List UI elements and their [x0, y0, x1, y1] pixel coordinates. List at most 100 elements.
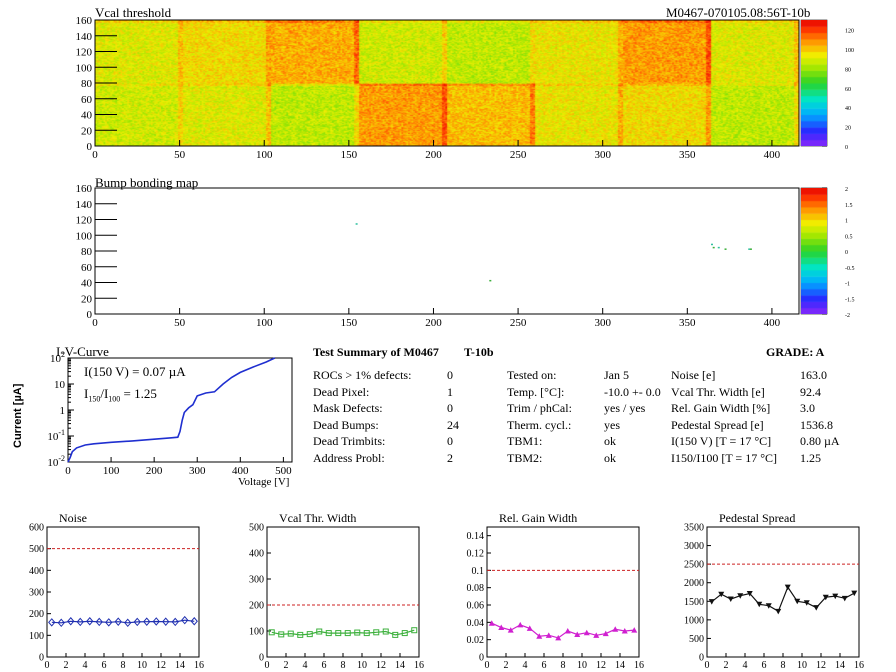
- summary-mid-value: ok: [604, 434, 616, 449]
- noise-point: [162, 617, 170, 626]
- vcal-width-xtick-label: 0: [265, 660, 270, 671]
- vcal-width-ytick-label: 400: [249, 549, 264, 560]
- gain-width-ytick-label: 0.1: [472, 566, 485, 577]
- gain-width-point: [536, 633, 543, 639]
- iv-series-line: [67, 357, 276, 463]
- summary-right-value: 163.0: [800, 368, 827, 382]
- noise-xtick-label: 8: [121, 660, 126, 671]
- summary-mid-value: yes / yes: [604, 401, 646, 416]
- gain-width-point: [545, 632, 552, 638]
- vcal-width-point: [297, 631, 304, 638]
- vcal-width-point: [306, 631, 313, 638]
- gain-width-ytick-label: 0.12: [467, 549, 485, 560]
- bump-scale-label: -1: [845, 282, 850, 288]
- iv-ytick-label: 10-1: [47, 428, 65, 443]
- summary-right-value: 1536.8: [800, 417, 833, 432]
- bump-map-color-scale: [801, 188, 827, 314]
- summary-left-value: 0: [447, 368, 453, 382]
- grade-label: GRADE: A: [766, 345, 825, 359]
- noise-ytick-label: 400: [29, 566, 44, 577]
- noise-xtick-label: 4: [83, 660, 88, 671]
- bump-dead-pixel: [711, 243, 713, 246]
- gain-width-xtick-label: 16: [634, 660, 644, 671]
- noise-chart: Noise 0 2 4 6 8 10 12 14 16 0 100 200 300 400 500 600: [29, 511, 204, 671]
- bump-scale-label: 1.5: [845, 203, 853, 209]
- summary-right-label: I150/I100 [T = 17 °C]: [671, 451, 778, 465]
- gain-width-point: [564, 628, 571, 634]
- bump-scale-label: 0: [845, 250, 848, 256]
- summary-left-value: 0: [447, 401, 453, 416]
- noise-frame: [46, 526, 200, 658]
- bump-xtick-label: 150: [341, 317, 358, 329]
- pedestal-ytick-label: 3500: [684, 523, 704, 534]
- noise-series-line: [51, 619, 195, 624]
- bump-ytick-label: 160: [76, 183, 93, 195]
- summary-right-value: 3.0: [800, 401, 815, 416]
- vcal-width-point: [382, 628, 389, 635]
- noise-point: [190, 616, 198, 626]
- gain-width-xtick-label: 2: [504, 660, 509, 671]
- vcal-width-ytick-label: 100: [249, 627, 264, 638]
- vcal-width-point: [287, 630, 294, 637]
- summary-right-label: Rel. Gain Width [%]: [671, 401, 771, 416]
- bump-scale-label: 2: [845, 187, 848, 193]
- bump-dead-pixel: [355, 223, 358, 225]
- gain-width-point: [517, 621, 524, 628]
- noise-point: [95, 617, 103, 627]
- noise-point: [114, 617, 122, 626]
- vcal-width-point: [325, 630, 332, 637]
- pedestal-xtick-label: 14: [835, 660, 845, 671]
- iv-ytick-label: 1: [60, 405, 66, 417]
- gain-width-point: [498, 624, 505, 631]
- pedestal-point: [775, 608, 782, 615]
- gain-width-chart: Rel. Gain Width 0 2 4 6 8 10 12 14 16 0 0.02 0.04 0.0…: [467, 511, 645, 671]
- summary-right-value: 0.80 µA: [800, 434, 840, 449]
- pedestal-xtick-label: 0: [705, 660, 710, 671]
- iv-xtick-label: 0: [65, 465, 71, 477]
- pedestal-point: [851, 590, 858, 597]
- noise-point: [67, 616, 75, 626]
- pedestal-point: [803, 600, 810, 606]
- gain-width-point: [621, 628, 628, 634]
- bump-xtick-label: 100: [256, 317, 273, 329]
- pedestal-point: [737, 593, 744, 599]
- gain-width-xtick-label: 4: [523, 660, 528, 671]
- noise-ytick-label: 500: [29, 544, 44, 555]
- summary-mid-value: Jan 5: [604, 368, 629, 382]
- summary-right-value: 92.4: [800, 384, 821, 399]
- bump-scale-label: 0.5: [845, 234, 853, 240]
- pedestal-xtick-label: 12: [816, 660, 826, 671]
- summary-right-label: Pedestal Spread [e]: [671, 417, 764, 432]
- vcal-width-ytick-label: 500: [249, 523, 264, 534]
- iv-ratio-value: = 1.25: [120, 386, 157, 401]
- summary-mid-value: ok: [604, 451, 616, 465]
- pedestal-ytick-label: 2000: [684, 578, 704, 589]
- summary-left-value: 24: [447, 417, 459, 432]
- summary-mid-label: Therm. cycl.:: [507, 417, 572, 432]
- summary-left-label: Mask Defects:: [313, 401, 383, 416]
- summary-left-label: Dead Bumps:: [313, 417, 379, 432]
- noise-ytick-label: 300: [29, 588, 44, 599]
- gain-width-frame: [486, 526, 640, 658]
- summary-title: Test Summary of M0467: [313, 345, 439, 359]
- vcal-width-point: [401, 630, 408, 637]
- summary-left-label: Dead Pixel:: [313, 384, 370, 399]
- noise-point: [143, 617, 151, 626]
- iv-annotation-current: I(150 V) = 0.07 µA: [84, 364, 186, 379]
- bump-xtick-label: 250: [510, 317, 527, 329]
- gain-width-point: [507, 627, 514, 633]
- gain-width-point: [631, 627, 638, 633]
- iv-ytick-label: 102: [50, 350, 65, 365]
- iv-xtick-label: 100: [103, 465, 120, 477]
- pedestal-xtick-label: 10: [797, 660, 807, 671]
- pedestal-xtick-label: 6: [762, 660, 767, 671]
- pedestal-point: [708, 599, 715, 605]
- pedestal-point: [756, 601, 763, 608]
- vcal-width-point: [354, 629, 361, 636]
- gain-width-point: [555, 634, 562, 641]
- vcal-width-xtick-label: 12: [376, 660, 386, 671]
- vcal-width-chart: Vcal Thr. Width 0 2 4 6 8 10 12 14 16 0 100 200 300 40…: [249, 511, 424, 671]
- vcal-width-xtick-label: 2: [284, 660, 289, 671]
- pedestal-ytick-label: 1500: [684, 597, 704, 608]
- pedestal-xtick-label: 16: [854, 660, 864, 671]
